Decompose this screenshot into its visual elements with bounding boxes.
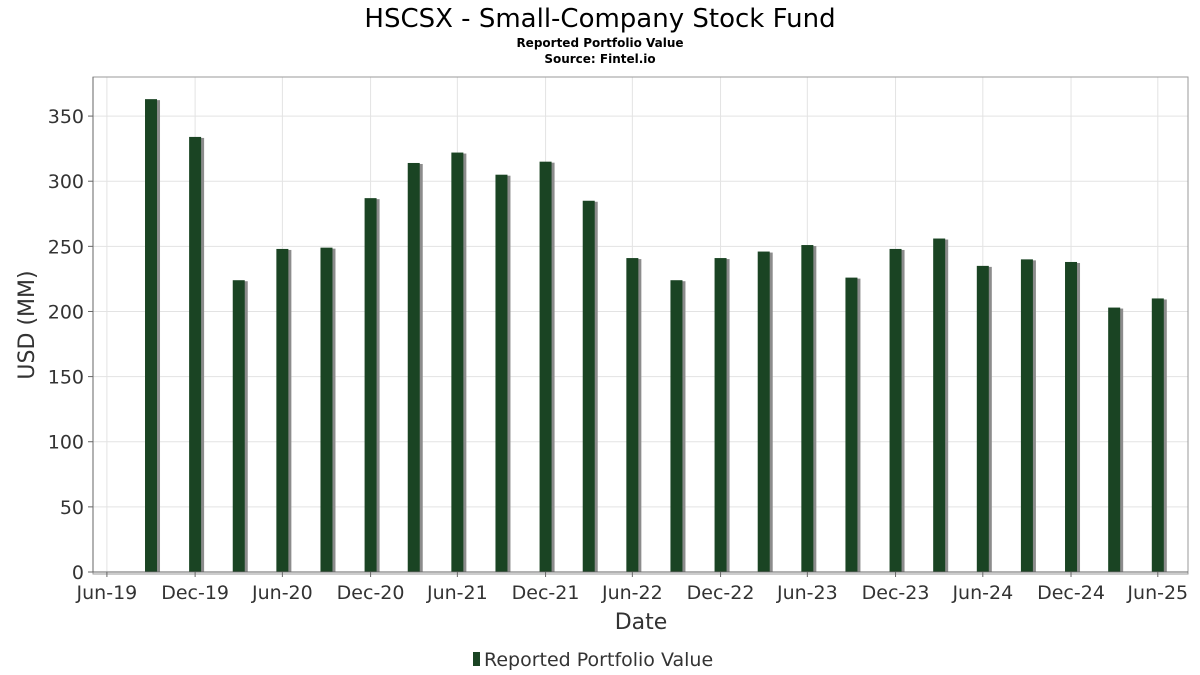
x-tick-label: Jun-19 <box>76 582 138 604</box>
x-tick-label: Dec-24 <box>1037 582 1105 604</box>
x-tick-label: Jun-23 <box>776 582 838 604</box>
y-tick-label: 100 <box>48 432 84 454</box>
x-tick-label: Dec-20 <box>337 582 405 604</box>
legend-label: Reported Portfolio Value <box>484 649 713 671</box>
x-tick-label: Jun-24 <box>951 582 1013 604</box>
x-axis-label: Date <box>615 610 668 635</box>
y-tick-label: 150 <box>48 367 84 389</box>
bar-2022-06-30 <box>626 258 639 572</box>
y-ticks: 0 50 100 150 200 250 300 350 <box>48 106 93 584</box>
bar-2021-09-30 <box>495 174 508 572</box>
bar-2024-09-30 <box>1020 259 1033 572</box>
x-tick-label: Jun-22 <box>601 582 663 604</box>
bar-2020-12-31 <box>364 198 377 573</box>
bar-2024-03-31 <box>933 238 946 573</box>
x-ticks: Jun-19 Dec-19 Jun-20 Dec-20 Jun-21 Dec-21 Jun-… <box>76 572 1188 604</box>
bar-2020-03-31 <box>232 280 245 572</box>
bar-2025-06-30 <box>1151 298 1164 572</box>
bar-2025-03-31 <box>1108 307 1121 572</box>
bar-2019-12-31 <box>189 136 202 572</box>
bar-2023-06-30 <box>801 245 814 572</box>
legend-swatch <box>473 652 480 666</box>
y-tick-label: 350 <box>48 106 84 128</box>
y-tick-label: 300 <box>48 171 84 193</box>
bar-2020-09-30 <box>320 247 333 573</box>
bars <box>145 99 1167 573</box>
bar-2021-03-31 <box>407 162 420 572</box>
bar-2024-12-31 <box>1065 261 1078 572</box>
legend: Reported Portfolio Value <box>473 649 713 671</box>
axes <box>92 76 1189 575</box>
x-tick-label: Jun-21 <box>426 582 488 604</box>
bar-2023-09-30 <box>845 277 858 572</box>
y-tick-label: 0 <box>72 562 84 584</box>
x-tick-label: Dec-22 <box>687 582 755 604</box>
y-tick-label: 50 <box>60 497 84 519</box>
bar-2020-06-30 <box>276 248 289 572</box>
bar-2024-06-30 <box>976 265 989 572</box>
x-tick-label: Dec-21 <box>512 582 580 604</box>
bar-2022-09-30 <box>670 280 683 572</box>
chart-title: HSCSX - Small-Company Stock Fund <box>364 4 835 34</box>
x-tick-label: Dec-19 <box>161 582 229 604</box>
bar-2021-06-30 <box>451 152 464 573</box>
bar-2023-03-31 <box>757 251 770 573</box>
y-tick-label: 200 <box>48 301 84 323</box>
bar-2023-12-31 <box>889 248 902 572</box>
bar-2022-12-31 <box>714 258 727 572</box>
bar-2021-12-31 <box>539 161 552 572</box>
bar-2019-09-30 <box>145 99 158 572</box>
bar-2022-03-31 <box>582 200 595 572</box>
x-tick-label: Jun-25 <box>1126 582 1188 604</box>
y-tick-label: 250 <box>48 236 84 258</box>
chart-source: Source: Fintel.io <box>544 52 655 66</box>
y-axis-label: USD (MM) <box>15 270 40 379</box>
chart-subtitle: Reported Portfolio Value <box>516 36 683 50</box>
x-tick-label: Jun-20 <box>251 582 313 604</box>
x-tick-label: Dec-23 <box>862 582 930 604</box>
